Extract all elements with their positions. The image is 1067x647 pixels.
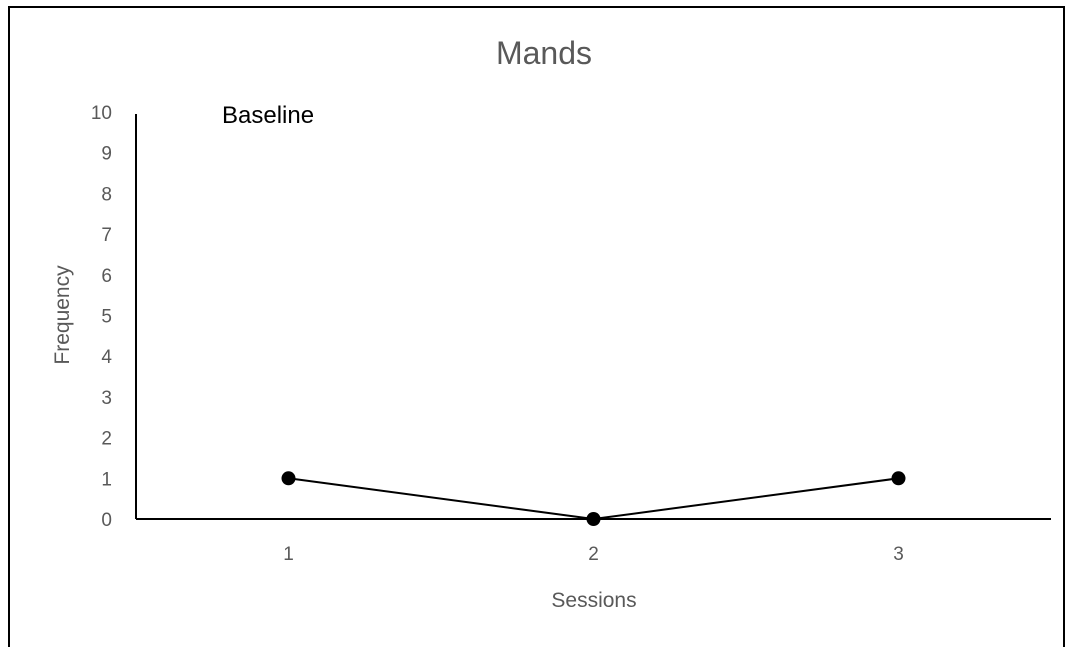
- y-tick-label: 10: [91, 103, 112, 124]
- y-tick-label: 2: [101, 429, 112, 450]
- x-tick-label: 2: [588, 544, 599, 565]
- y-tick-label: 1: [101, 469, 112, 490]
- chart-title: Mands: [496, 35, 592, 71]
- data-point: [891, 471, 906, 486]
- x-tick-label: 3: [893, 544, 904, 565]
- x-axis-label: Sessions: [551, 589, 636, 612]
- y-tick-label: 3: [101, 388, 112, 409]
- y-tick-label: 9: [101, 144, 112, 165]
- data-point: [281, 471, 296, 486]
- chart-frame: [8, 6, 1065, 647]
- x-tick-label: 1: [283, 544, 294, 565]
- phase-label: Baseline: [222, 102, 314, 129]
- y-tick-label: 7: [101, 225, 112, 246]
- y-tick-label: 4: [101, 347, 112, 368]
- series-group: [281, 471, 906, 526]
- y-tick-label: 6: [101, 266, 112, 287]
- y-tick-label: 0: [101, 510, 112, 531]
- y-tick-label: 8: [101, 184, 112, 205]
- x-tick-labels: 1 2 3: [283, 544, 904, 565]
- y-axis-label: Frequency: [51, 265, 74, 365]
- y-tick-label: 5: [101, 307, 112, 328]
- y-tick-labels: 0 1 2 3 4 5 6 7 8 9 10: [91, 103, 113, 531]
- data-point: [586, 512, 601, 526]
